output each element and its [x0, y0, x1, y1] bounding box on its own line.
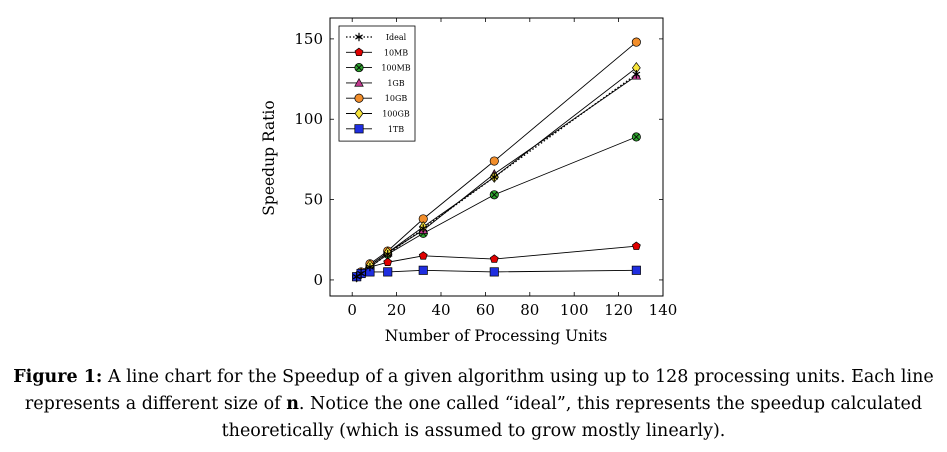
legend-label-1gb: 1GB — [387, 79, 404, 88]
legend-label-10mb: 10MB — [384, 48, 408, 57]
legend-item-10gb: 10GB — [346, 93, 408, 103]
data-point-100mb — [489, 190, 499, 200]
data-point-10gb — [631, 37, 641, 47]
data-point-10mb — [383, 257, 393, 266]
legend-marker-1tb — [354, 124, 364, 134]
x-tick-label: 40 — [431, 301, 450, 319]
legend-item-100gb: 100GB — [346, 107, 410, 120]
data-point-ideal — [357, 269, 366, 278]
data-point-10mb — [631, 241, 641, 250]
legend-marker-10gb — [354, 93, 364, 103]
x-tick-label: 140 — [649, 301, 678, 319]
y-tick-label: 100 — [294, 110, 323, 128]
legend-marker-100mb — [354, 63, 364, 73]
caption-text-2: . Notice the one called “ideal”, this re… — [221, 394, 923, 441]
data-point-ideal — [632, 70, 641, 79]
axes — [329, 17, 664, 297]
y-tick-label: 50 — [304, 191, 323, 209]
legend-marker-10mb — [354, 47, 364, 57]
data-point-10mb — [489, 254, 499, 263]
speedup-line-chart: 0 20 40 60 80 100 120 140 0 50 100 150 Ideal 10MB 10… — [260, 17, 677, 345]
legend-marker-100gb — [354, 107, 364, 120]
legend-item-1gb: 1GB — [346, 77, 405, 88]
y-axis-label: Speedup Ratio — [260, 100, 278, 215]
data-point-1tb — [631, 265, 641, 275]
caption-label: Figure 1: — [13, 367, 103, 387]
x-tick-label: 20 — [387, 301, 406, 319]
legend: Ideal 10MB 100MB 1GB 10GB 100GB 1TB — [338, 25, 416, 142]
legend-label-ideal: Ideal — [386, 33, 407, 42]
x-tick-label: 0 — [347, 301, 357, 319]
data-point-ideal — [490, 172, 499, 182]
x-tick-label: 120 — [604, 301, 633, 319]
data-point-1tb — [383, 267, 393, 277]
legend-label-1tb: 1TB — [388, 125, 404, 134]
y-ticks: 0 50 100 150 — [294, 30, 663, 289]
data-point-ideal — [383, 250, 392, 259]
series-ideal — [352, 70, 641, 281]
data-point-ideal — [419, 224, 428, 233]
legend-label-100mb: 100MB — [381, 64, 410, 73]
x-tick-label: 100 — [560, 301, 589, 319]
data-point-10mb — [418, 251, 428, 260]
legend-marker-1gb — [354, 77, 364, 87]
legend-marker-ideal — [355, 32, 363, 42]
x-axis-label: Number of Processing Units — [385, 327, 608, 345]
data-point-100mb — [631, 132, 641, 142]
legend-label-10gb: 10GB — [385, 94, 408, 103]
legend-item-1tb: 1TB — [346, 124, 404, 134]
data-point-1tb — [489, 267, 499, 277]
legend-item-100mb: 100MB — [346, 63, 411, 73]
legend-item-ideal: Ideal — [346, 32, 407, 42]
x-tick-label: 80 — [520, 301, 539, 319]
y-tick-label: 150 — [294, 30, 323, 48]
caption-bold-n: n — [286, 394, 299, 414]
data-point-ideal — [366, 262, 374, 272]
y-tick-label: 0 — [313, 271, 323, 289]
caption-text-1: A line chart for the Speedup of a given … — [24, 367, 934, 414]
data-point-1tb — [418, 265, 428, 275]
x-ticks: 0 20 40 60 80 100 120 140 — [347, 18, 677, 319]
figure-caption: Figure 1: A line chart for the Speedup o… — [10, 364, 937, 445]
legend-box — [338, 25, 416, 142]
x-tick-label: 60 — [476, 301, 495, 319]
series-group — [351, 37, 642, 283]
legend-item-10mb: 10MB — [346, 47, 408, 57]
plot-frame — [329, 17, 664, 297]
data-point-10gb — [489, 156, 499, 166]
legend-label-100gb: 100GB — [382, 110, 410, 119]
series-1tb — [352, 265, 641, 282]
